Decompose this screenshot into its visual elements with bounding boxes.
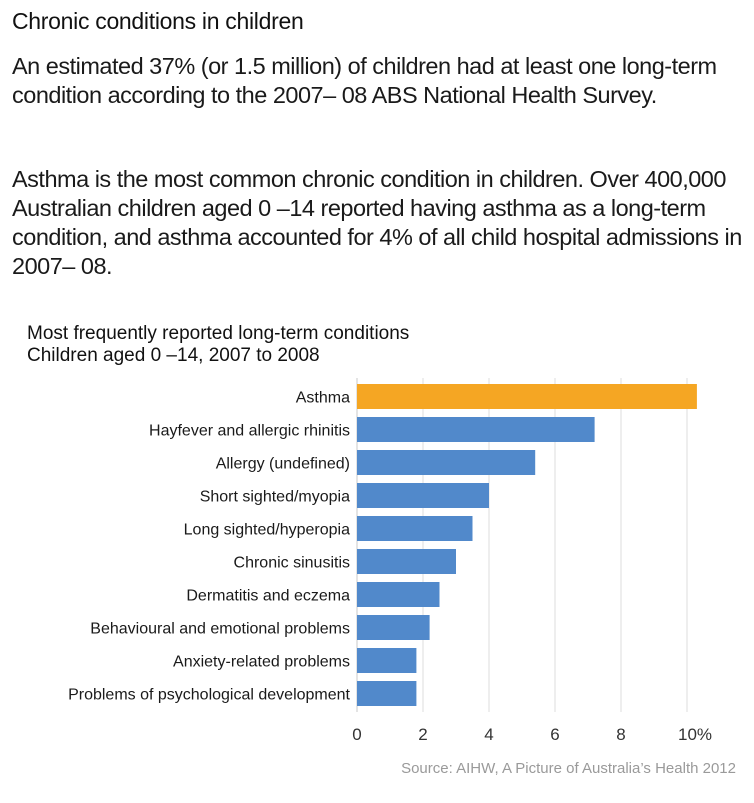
bar-problems-of-psychological-development [357, 681, 417, 706]
category-label: Short sighted/myopia [200, 489, 350, 506]
bars [357, 384, 697, 706]
bar-chronic-sinusitis [357, 549, 456, 574]
category-label: Behavioural and emotional problems [90, 621, 350, 638]
chart-subtitle: Children aged 0 –14, 2007 to 2008 [27, 345, 320, 366]
category-label: Hayfever and allergic rhinitis [149, 423, 350, 440]
page-title: Chronic conditions in children [12, 8, 304, 34]
x-tick-label: 2 [418, 725, 427, 744]
x-axis-ticks: 0 2 4 6 8 10% [352, 725, 712, 744]
category-labels: Asthma Hayfever and allergic rhinitis Alle… [68, 390, 350, 704]
x-tick-label: 6 [550, 725, 559, 744]
asthma-paragraph: Asthma is the most common chronic condit… [12, 166, 742, 279]
bar-dermatitis-and-eczema [357, 582, 440, 607]
category-label: Chronic sinusitis [234, 555, 350, 572]
category-label: Anxiety-related problems [173, 654, 350, 671]
bar-anxiety-related-problems [357, 648, 417, 673]
category-label: Dermatitis and eczema [186, 588, 350, 605]
bar-behavioural-and-emotional-problems [357, 615, 430, 640]
source-note: Source: AIHW, A Picture of Australia’s H… [401, 760, 736, 777]
bar-hayfever-and-allergic-rhinitis [357, 417, 595, 442]
category-label: Asthma [296, 390, 350, 407]
bar-asthma [357, 384, 697, 409]
category-label: Long sighted/hyperopia [184, 522, 350, 539]
bar-allergy-undefined [357, 450, 536, 475]
category-label: Problems of psychological development [68, 687, 350, 704]
intro-paragraph: An estimated 37% (or 1.5 million) of chi… [12, 53, 717, 108]
x-tick-label: 10% [678, 725, 712, 744]
x-tick-label: 8 [616, 725, 625, 744]
x-tick-label: 4 [484, 725, 493, 744]
x-tick-label: 0 [352, 725, 361, 744]
bar-long-sighted-hyperopia [357, 516, 473, 541]
chart-title: Most frequently reported long-term condi… [27, 323, 410, 344]
bar-short-sighted-myopia [357, 483, 489, 508]
category-label: Allergy (undefined) [216, 456, 350, 473]
